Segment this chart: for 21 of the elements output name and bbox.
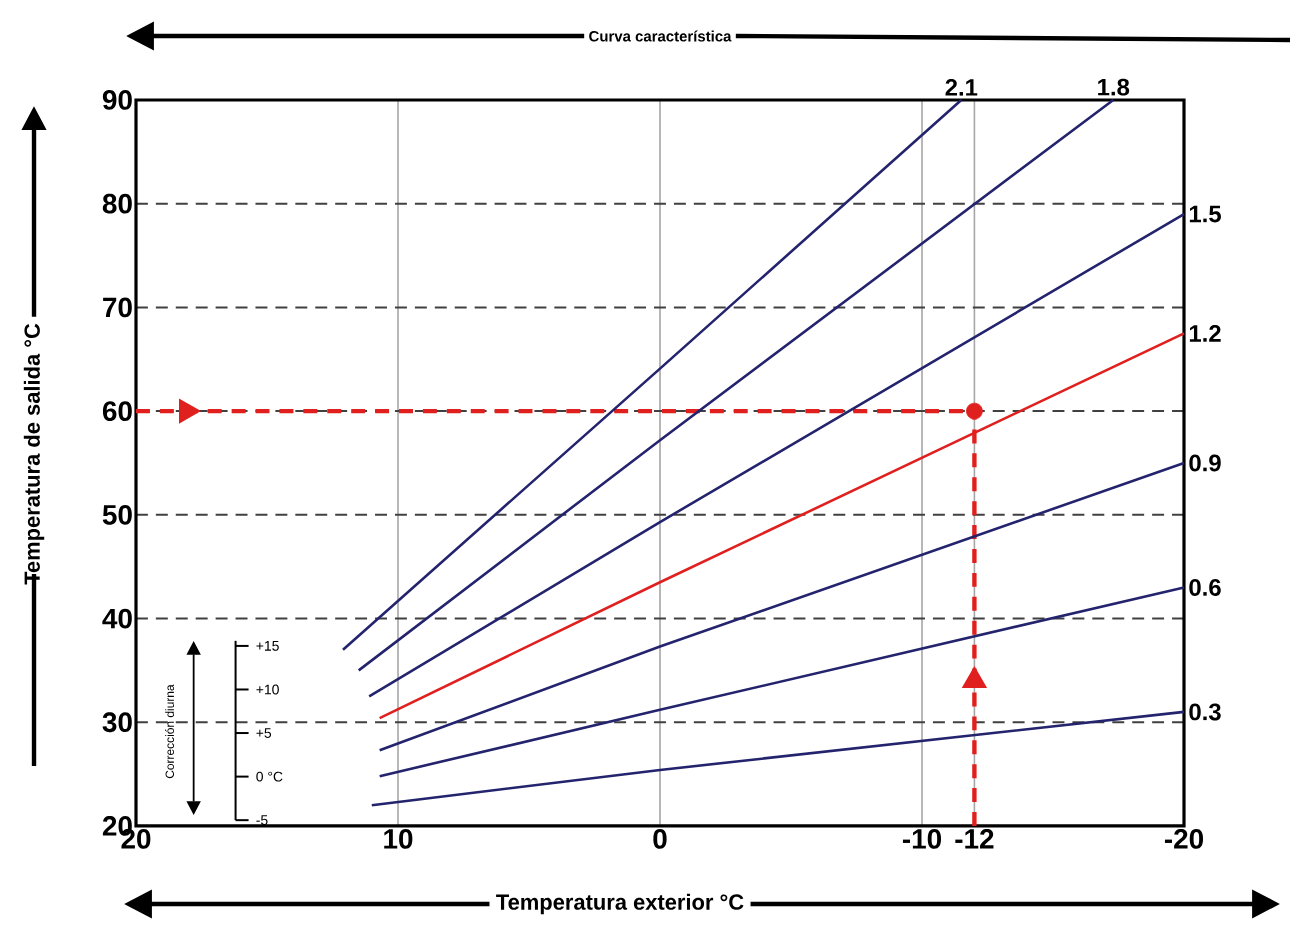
y-tick-label: 70 [103,297,132,318]
y-tick-label: 30 [102,712,132,733]
x-tick-label: 0 [653,829,667,849]
series-label: 0.3 [1189,703,1221,721]
x-tick-label: 10 [384,829,413,849]
y-axis-title: Temperatura de salida °C [23,323,45,585]
series-label: 0.9 [1189,454,1221,472]
y-tick-label: 90 [102,90,132,110]
y-tick-label: 80 [102,193,132,214]
series-label: 1.2 [1189,324,1221,342]
y-tick-label: 50 [102,504,132,525]
series-label: 2.1 [945,78,978,96]
series-label: 0.6 [1189,578,1221,596]
series-label: 1.5 [1189,205,1221,223]
x-tick-label: -20 [1164,829,1204,849]
x-axis-title: Temperatura exterior °C [496,893,744,915]
series-label: 1.8 [1098,78,1130,96]
x-tick-label: -12 [955,829,994,849]
y-tick-label: 40 [102,608,132,629]
y-tick-label: 60 [102,401,132,421]
x-tick-label: -10 [902,829,942,849]
